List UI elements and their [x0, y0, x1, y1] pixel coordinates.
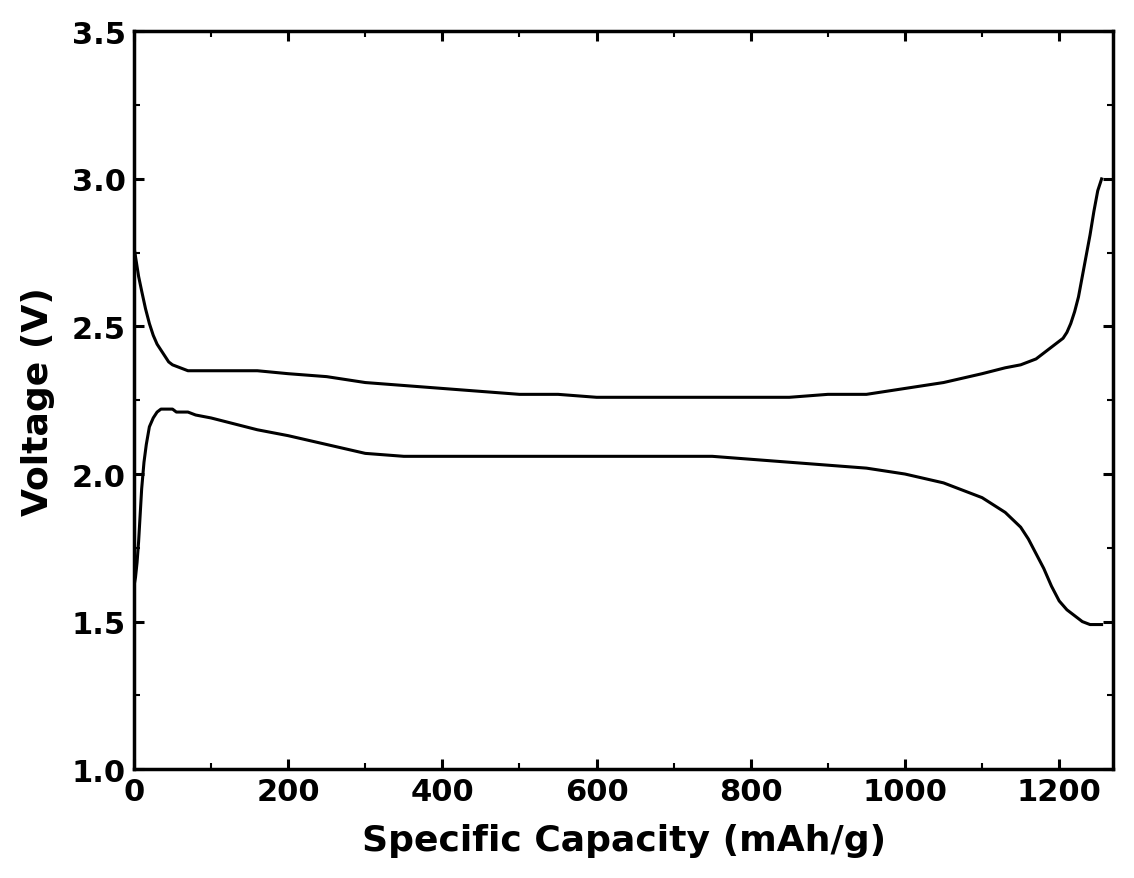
Y-axis label: Voltage (V): Voltage (V) [20, 286, 54, 515]
X-axis label: Specific Capacity (mAh/g): Specific Capacity (mAh/g) [362, 824, 886, 857]
